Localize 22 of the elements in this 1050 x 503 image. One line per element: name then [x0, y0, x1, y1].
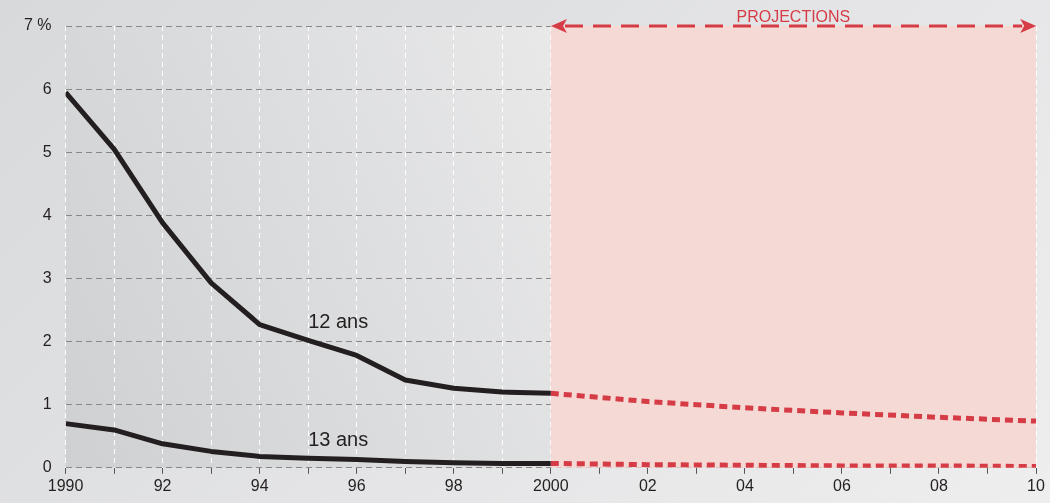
band-label: PROJECTIONS — [736, 8, 851, 25]
x-tick-label: 92 — [153, 476, 172, 494]
x-tick-label: 04 — [735, 476, 754, 494]
x-tick-label: 02 — [638, 476, 657, 494]
series-label: 13 ans — [308, 428, 369, 451]
x-tick-label: 10 — [1027, 476, 1045, 494]
y-tick-label: 4 — [42, 205, 52, 223]
y-tick-label: 5 — [42, 142, 52, 160]
y-tick-label: 7 % — [23, 16, 52, 34]
y-tick-label: 2 — [42, 331, 52, 349]
x-tick-label: 94 — [250, 476, 269, 494]
y-tick-label: 6 — [42, 79, 52, 97]
x-tick-label: 06 — [833, 476, 851, 494]
x-tick-label: 96 — [347, 476, 366, 494]
series-label: 12 ans — [308, 310, 369, 333]
x-tick-label: 08 — [930, 476, 948, 494]
x-tick-label: 1990 — [47, 476, 84, 494]
x-tick-label: 2000 — [532, 476, 569, 494]
x-tick-label: 98 — [444, 476, 463, 494]
y-tick-label: 3 — [42, 268, 52, 286]
y-tick-label: 1 — [42, 395, 52, 413]
y-tick-label: 0 — [42, 458, 52, 476]
